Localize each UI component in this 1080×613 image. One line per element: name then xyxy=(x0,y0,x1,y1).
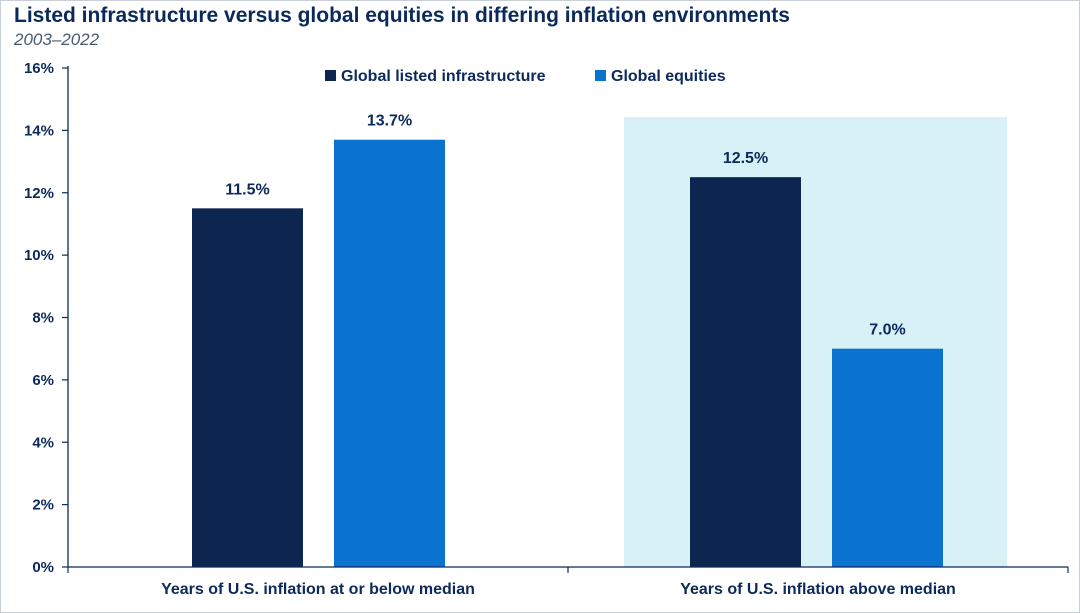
y-tick-label: 12% xyxy=(24,185,54,202)
bar-equities-0 xyxy=(334,139,445,567)
y-tick-label: 10% xyxy=(24,247,54,264)
y-tick-label: 14% xyxy=(24,122,54,139)
legend-label: Global listed infrastructure xyxy=(341,68,546,85)
bar-infrastructure-1 xyxy=(690,177,801,567)
category-label: Years of U.S. inflation at or below medi… xyxy=(161,581,475,598)
data-label: 7.0% xyxy=(869,322,905,339)
y-tick-label: 4% xyxy=(32,434,54,451)
chart-title: Listed infrastructure versus global equi… xyxy=(14,4,790,27)
legend-swatch xyxy=(325,70,336,81)
data-label: 11.5% xyxy=(225,181,269,198)
y-tick-label: 16% xyxy=(24,60,54,77)
y-tick-label: 2% xyxy=(32,497,54,514)
y-tick-label: 8% xyxy=(32,310,54,327)
bar-infrastructure-0 xyxy=(192,208,303,567)
chart-subtitle: 2003–2022 xyxy=(14,30,100,49)
y-tick-label: 0% xyxy=(32,559,54,576)
bar-equities-1 xyxy=(832,348,943,567)
legend-label: Global equities xyxy=(611,68,726,85)
legend-swatch xyxy=(595,70,606,81)
category-label: Years of U.S. inflation above median xyxy=(680,581,956,598)
data-label: 13.7% xyxy=(367,113,412,130)
y-tick-label: 6% xyxy=(32,372,54,389)
data-label: 12.5% xyxy=(723,150,768,167)
highlight-band xyxy=(624,117,1007,567)
